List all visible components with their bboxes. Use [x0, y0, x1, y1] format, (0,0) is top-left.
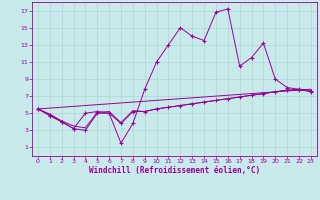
X-axis label: Windchill (Refroidissement éolien,°C): Windchill (Refroidissement éolien,°C) — [89, 166, 260, 175]
